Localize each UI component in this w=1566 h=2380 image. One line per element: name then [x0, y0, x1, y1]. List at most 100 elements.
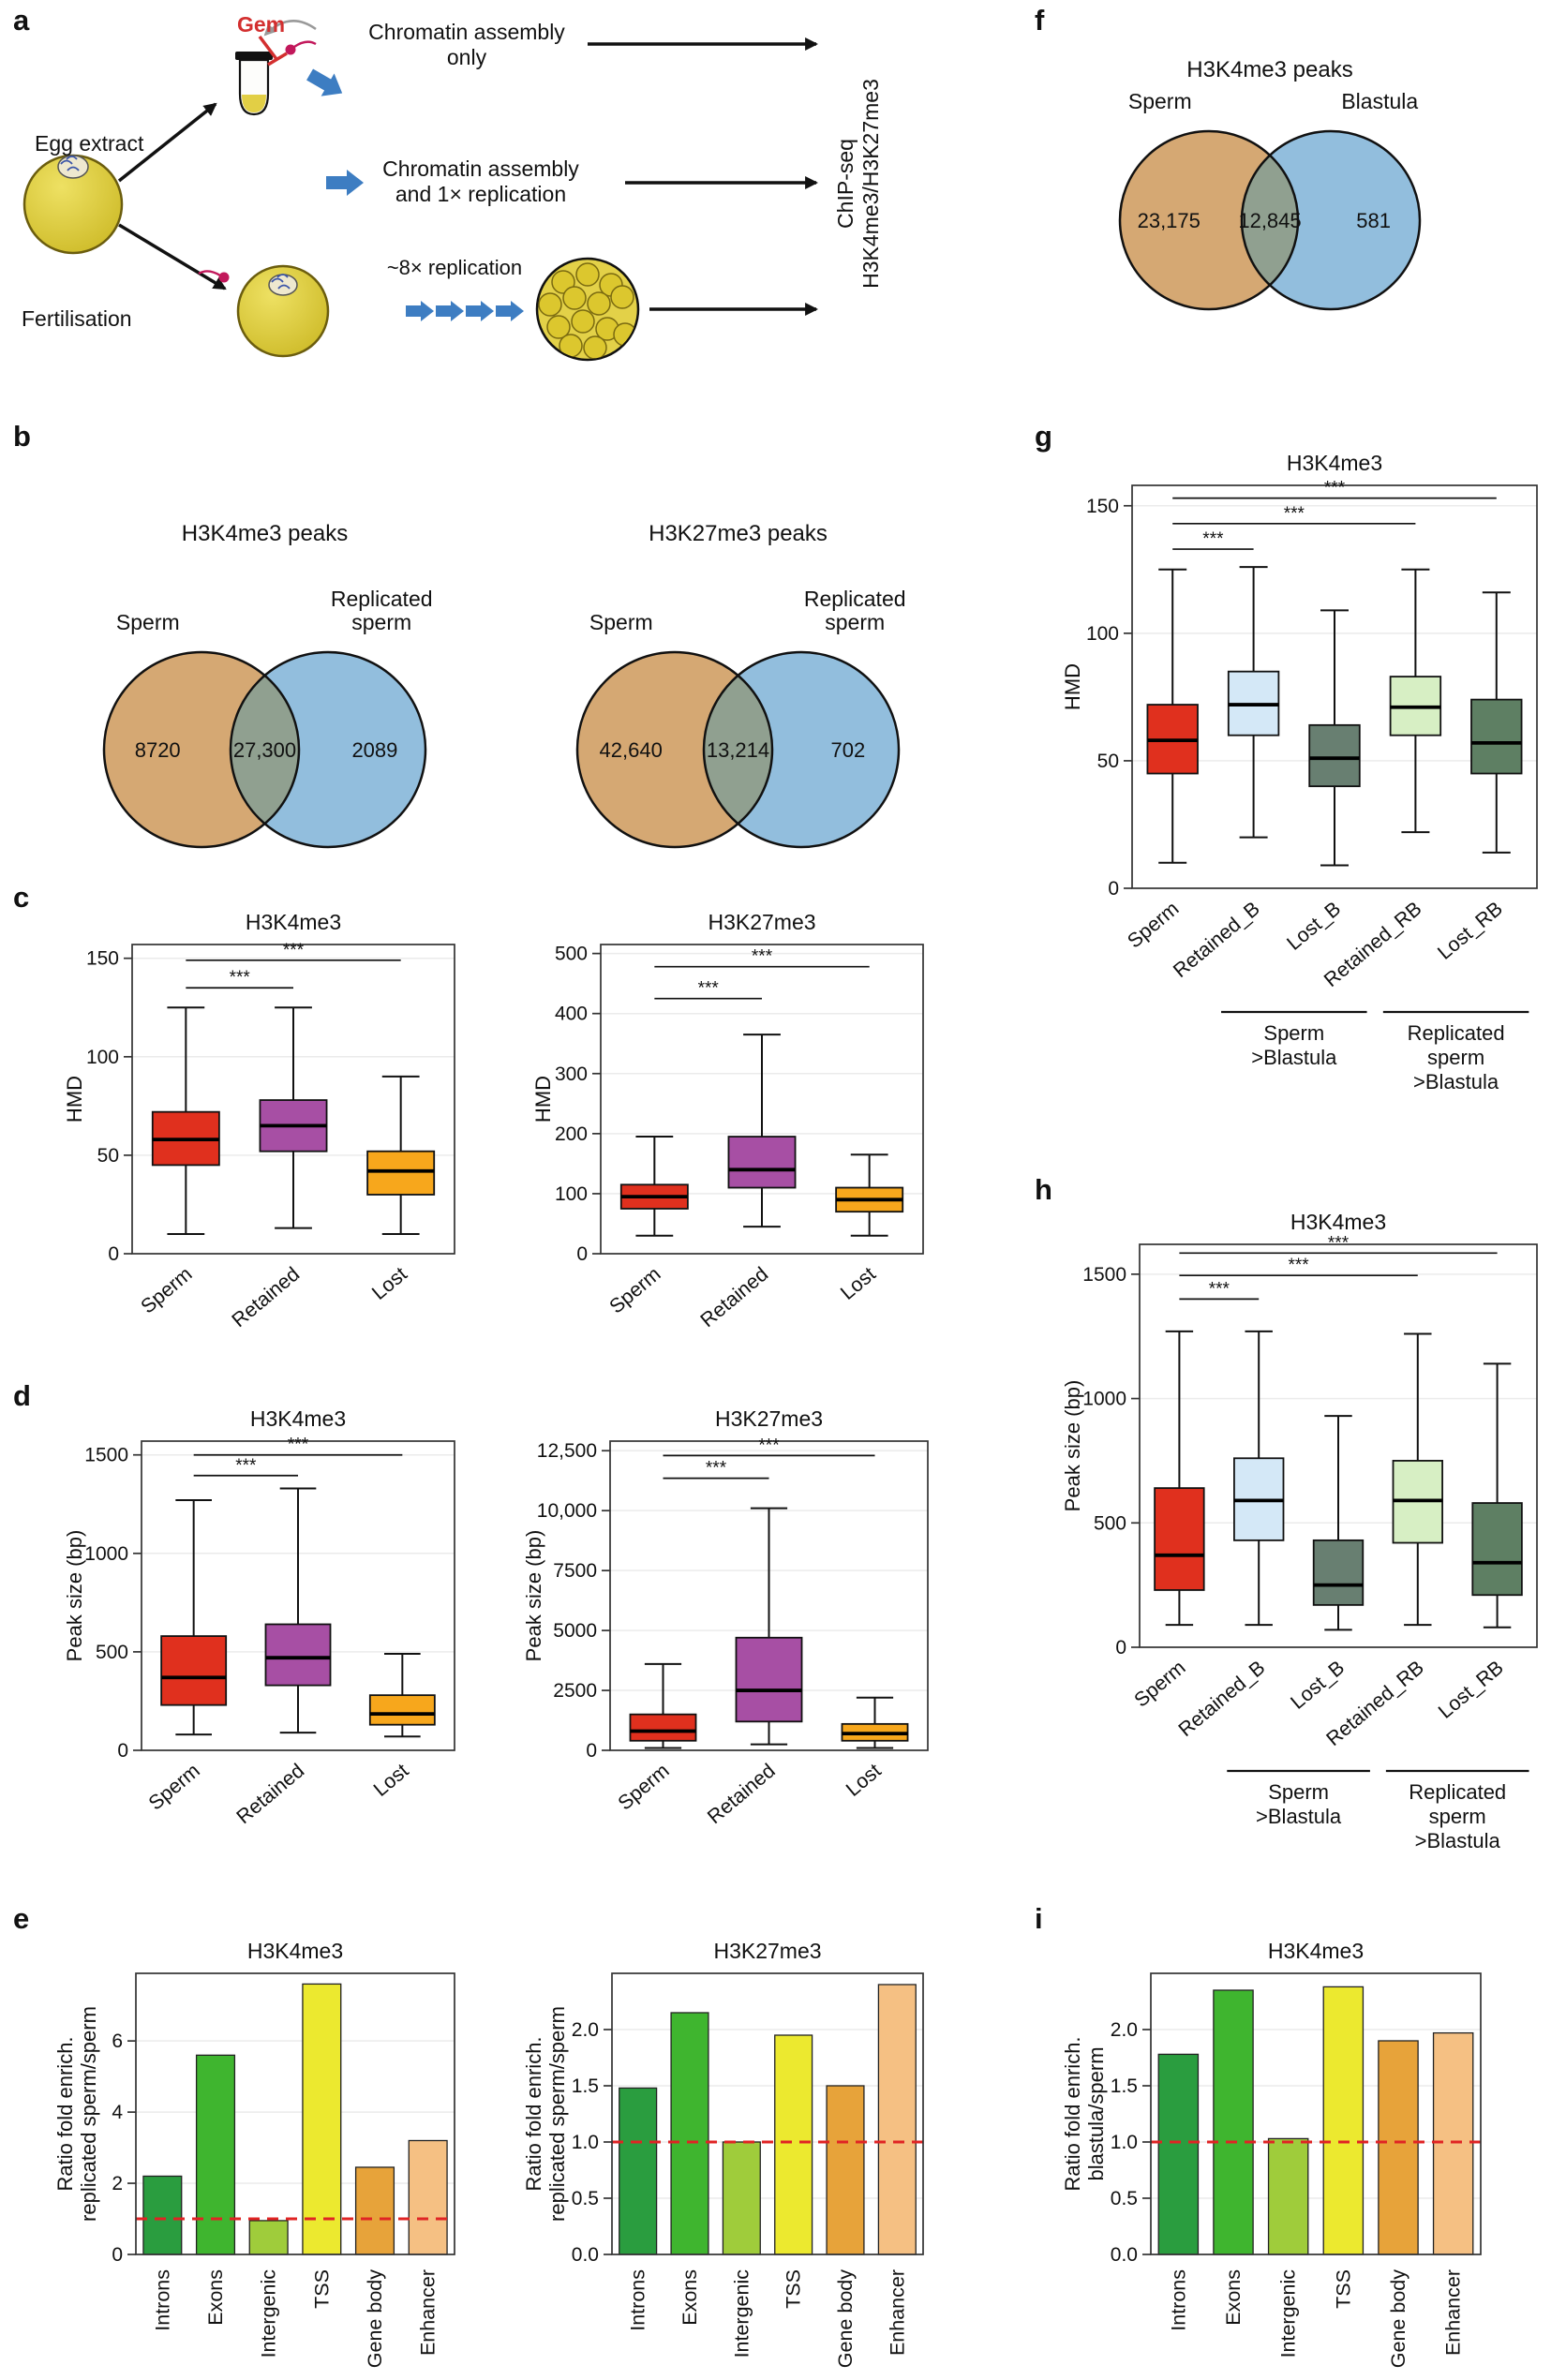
svg-text:***: ***: [698, 979, 720, 999]
svg-text:***: ***: [1328, 1233, 1350, 1253]
svg-text:H3K4me3: H3K4me3: [1290, 1210, 1386, 1234]
svg-text:100: 100: [1086, 623, 1119, 645]
panel-a-schematic: Gem Egg extract Fertilisation Chromatin …: [14, 5, 942, 394]
barchart-e-h3k4me3: 0 2 4 6 H3K4me3 Ratio fold enrich.replicated …: [53, 1939, 455, 2368]
svg-text:500: 500: [1094, 1512, 1126, 1534]
replication-arrows-icon: [406, 301, 524, 321]
svg-text:Intergenic: Intergenic: [730, 2269, 753, 2358]
svg-text:150: 150: [1086, 496, 1119, 517]
svg-text:Ratio fold enrich.blastula/spe: Ratio fold enrich.blastula/sperm: [1061, 2036, 1108, 2191]
svg-text:2.0: 2.0: [1111, 2019, 1138, 2041]
svg-text:0: 0: [112, 2244, 123, 2266]
venn-b-h3k27me3: H3K27me3 peaks 42,640 13,214 702 Sperm Replic…: [575, 521, 906, 849]
svg-text:100: 100: [86, 1047, 119, 1068]
svg-text:100: 100: [555, 1183, 588, 1205]
svg-text:Sperm: Sperm: [1128, 89, 1192, 113]
svg-text:***: ***: [1284, 504, 1305, 524]
svg-text:HMD: HMD: [63, 1076, 86, 1123]
svg-text:Retained: Retained: [696, 1262, 772, 1331]
svg-text:12,500: 12,500: [537, 1440, 597, 1462]
svg-text:H3K4me3: H3K4me3: [247, 1939, 343, 1963]
svg-text:***: ***: [230, 968, 251, 988]
svg-text:***: ***: [758, 1435, 780, 1455]
svg-text:702: 702: [831, 738, 866, 762]
svg-text:10,000: 10,000: [537, 1500, 597, 1522]
svg-text:0: 0: [586, 1740, 597, 1762]
svg-text:500: 500: [555, 944, 588, 965]
chipseq-label: ChIP-seq H3K4me3/H3K27me3: [833, 79, 884, 289]
svg-text:Introns: Introns: [151, 2269, 173, 2331]
svg-text:400: 400: [555, 1004, 588, 1025]
svg-text:***: ***: [235, 1456, 257, 1476]
svg-text:Enhancer: Enhancer: [886, 2269, 908, 2356]
svg-text:TSS: TSS: [1332, 2269, 1354, 2309]
boxplot-d-h3k4me3: 0 500 1000 1500 H3K4me3 Peak size (bp) Sperm Re…: [63, 1406, 455, 1828]
arrow-to-fertilised-egg: [118, 223, 227, 290]
svg-text:2: 2: [112, 2173, 123, 2194]
svg-text:Sperm: Sperm: [137, 1262, 197, 1317]
chromatin-assembly-1x-label: Chromatin assembly and 1× replication: [382, 156, 579, 207]
svg-text:27,300: 27,300: [233, 738, 296, 762]
svg-text:Gene body: Gene body: [1387, 2269, 1409, 2368]
panel-label-e: e: [13, 1902, 30, 1935]
svg-text:Gene body: Gene body: [834, 2269, 857, 2368]
boxplot-d-h3k27me3: 0 2500 5000 7500 10,000 12,500 H3K27me3 Peak si…: [522, 1406, 929, 1828]
svg-text:H3K27me3: H3K27me3: [708, 910, 815, 934]
svg-text:H3K4me3: H3K4me3: [1287, 451, 1382, 475]
svg-text:Peak size (bp): Peak size (bp): [522, 1530, 545, 1662]
svg-text:Exons: Exons: [679, 2269, 701, 2326]
svg-text:0: 0: [1115, 1637, 1126, 1659]
svg-text:0.0: 0.0: [572, 2244, 599, 2266]
svg-text:1.5: 1.5: [572, 2075, 599, 2097]
panel-label-a: a: [13, 4, 30, 37]
svg-text:Enhancer: Enhancer: [1442, 2269, 1465, 2356]
svg-text:Exons: Exons: [204, 2269, 227, 2326]
svg-text:HMD: HMD: [531, 1076, 555, 1123]
svg-text:sperm: sperm: [1429, 1805, 1486, 1828]
svg-text:H3K4me3: H3K4me3: [246, 910, 341, 934]
svg-text:Retained: Retained: [228, 1262, 304, 1331]
svg-text:Ratio fold enrich.replicated s: Ratio fold enrich.replicated sperm/sperm: [53, 2006, 100, 2222]
svg-text:Lost_RB: Lost_RB: [1433, 897, 1507, 963]
svg-text:12,845: 12,845: [1238, 209, 1301, 232]
boxplot-c-h3k27me3: 0 100 200 300 400 500 H3K27me3 HMD Sperm Retained…: [531, 910, 924, 1331]
svg-text:Lost: Lost: [842, 1759, 886, 1801]
panel-label-b: b: [13, 420, 31, 453]
panel-label-g: g: [1035, 420, 1052, 453]
svg-text:Lost: Lost: [836, 1262, 880, 1304]
svg-text:Introns: Introns: [627, 2269, 649, 2331]
svg-text:>Blastula: >Blastula: [1415, 1829, 1501, 1852]
svg-text:Introns: Introns: [1167, 2269, 1189, 2331]
svg-text:200: 200: [555, 1123, 588, 1145]
svg-text:500: 500: [96, 1642, 128, 1663]
svg-text:0.5: 0.5: [1111, 2188, 1138, 2209]
svg-text:1500: 1500: [1082, 1264, 1126, 1286]
chromatin-assembly-only-label: Chromatin assembly only: [368, 20, 565, 70]
experiment-schematic-art: [22, 20, 819, 362]
svg-text:Sperm: Sperm: [1130, 1656, 1190, 1711]
svg-text:2500: 2500: [553, 1680, 597, 1702]
svg-text:7500: 7500: [553, 1560, 597, 1582]
svg-text:sperm: sperm: [1427, 1046, 1484, 1069]
panel-label-c: c: [13, 881, 30, 914]
svg-text:Replicated: Replicated: [1408, 1021, 1505, 1045]
svg-text:0: 0: [576, 1243, 588, 1265]
replication-8x-label: ~8× replication: [386, 256, 523, 279]
svg-text:0: 0: [117, 1740, 128, 1762]
svg-text:Retained_B: Retained_B: [1174, 1656, 1270, 1741]
svg-text:Replicated: Replicated: [331, 587, 433, 611]
svg-text:Sperm: Sperm: [614, 1759, 674, 1814]
panel-label-i: i: [1035, 1902, 1043, 1935]
svg-text:Sperm: Sperm: [144, 1759, 204, 1814]
svg-text:Sperm: Sperm: [1263, 1021, 1324, 1045]
curved-arrow-icon: [263, 20, 317, 37]
svg-text:2089: 2089: [351, 738, 397, 762]
blue-arrow-icon: [306, 68, 343, 97]
svg-text:***: ***: [283, 941, 305, 960]
svg-text:0: 0: [108, 1243, 119, 1265]
svg-text:1.0: 1.0: [1111, 2132, 1138, 2153]
svg-text:150: 150: [86, 948, 119, 970]
